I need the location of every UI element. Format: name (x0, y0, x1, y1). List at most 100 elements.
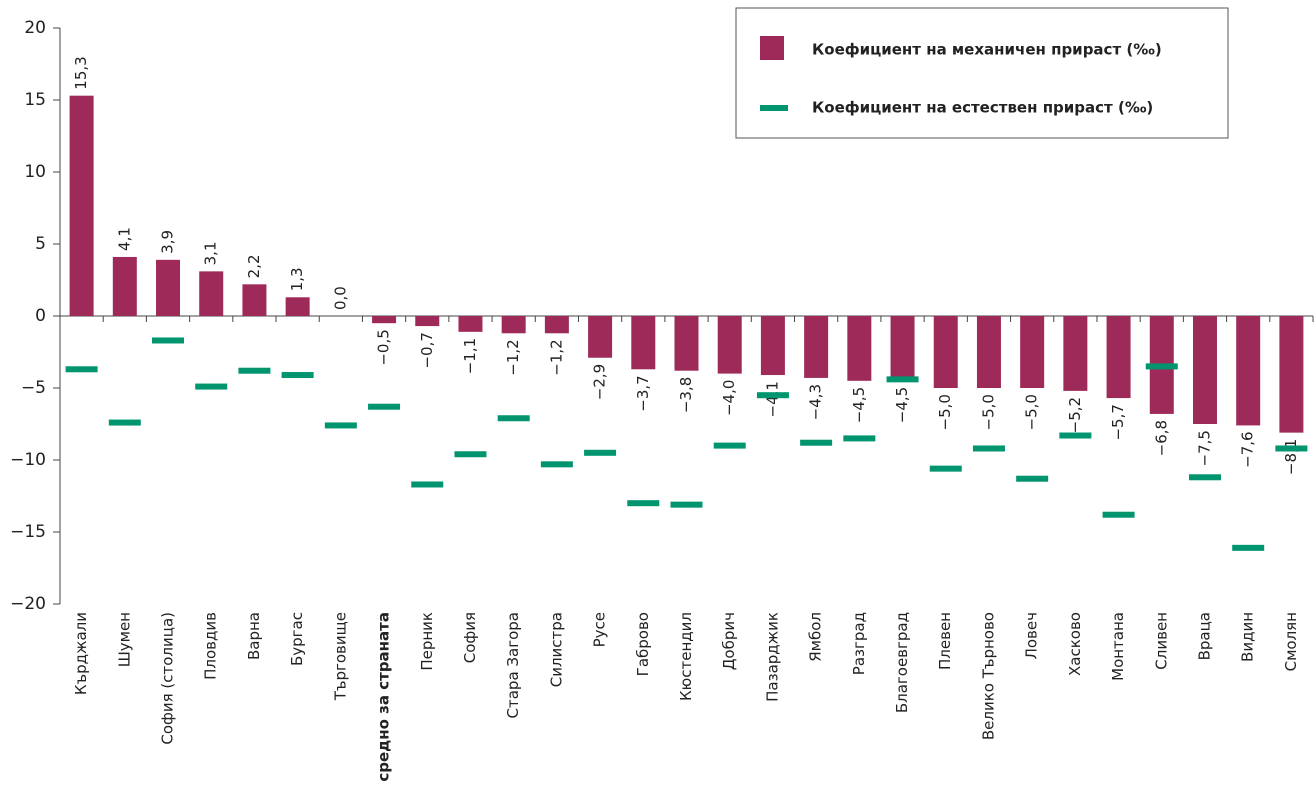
bar (242, 284, 267, 316)
y-tick-label: 15 (24, 90, 46, 110)
bar (1020, 316, 1045, 388)
dash-marker (195, 383, 228, 390)
bar (156, 259, 181, 316)
data-label: −1,1 (461, 338, 479, 374)
x-tick-label: Сливен (1152, 612, 1170, 670)
data-label: −4,1 (763, 381, 781, 417)
y-tick-label: 5 (35, 234, 46, 254)
x-tick-label: Пловдив (202, 612, 220, 680)
bar (1279, 316, 1304, 433)
x-tick-label: Разград (850, 612, 868, 675)
data-label: −3,8 (677, 377, 695, 413)
data-label: 0,0 (331, 286, 349, 310)
bar (631, 316, 656, 370)
x-tick-label: София (461, 612, 479, 663)
bar (285, 297, 310, 316)
data-label: −2,9 (591, 364, 609, 400)
legend-swatch (760, 36, 784, 60)
data-label: 3,9 (159, 230, 177, 254)
data-label: −1,2 (504, 339, 522, 375)
dash-marker (1188, 474, 1221, 481)
x-tick-label: Кърджали (72, 612, 90, 695)
x-tick-label: Шумен (115, 612, 133, 667)
dash-marker (411, 481, 444, 488)
bar (890, 316, 915, 381)
x-tick-label: Търговище (331, 612, 349, 701)
dash-marker (1232, 544, 1265, 551)
data-label: −7,5 (1195, 430, 1213, 466)
dash-marker (800, 439, 833, 446)
dash-marker (1145, 363, 1178, 370)
data-label: −0,5 (375, 329, 393, 365)
dash-marker (972, 445, 1005, 452)
data-label: −8,1 (1282, 439, 1300, 475)
x-tick-label: Стара Загора (504, 612, 522, 718)
dash-marker (368, 403, 401, 410)
bar (674, 316, 699, 371)
data-label: −4,5 (850, 387, 868, 423)
bar (372, 316, 397, 324)
y-tick-label: 0 (35, 306, 46, 326)
data-label: −5,0 (979, 394, 997, 430)
bar (1106, 316, 1131, 399)
x-tick-label: Ловеч (1023, 612, 1041, 659)
dash-marker (1275, 445, 1308, 452)
bar (1192, 316, 1217, 424)
data-label: −5,0 (936, 394, 954, 430)
bar (501, 316, 526, 334)
legend-box (735, 7, 1229, 139)
x-tick-label: Бургас (288, 612, 306, 666)
y-tick-label: 20 (24, 18, 46, 38)
bar (199, 271, 224, 316)
dash-marker (281, 372, 314, 379)
bar (1063, 316, 1088, 391)
dash-marker (886, 376, 919, 383)
bar (1236, 316, 1261, 426)
dash-marker (1016, 475, 1049, 482)
bar (544, 316, 569, 334)
dash-marker (108, 419, 141, 426)
x-tick-label: Кюстендил (677, 612, 695, 701)
x-tick-label: Велико Търново (979, 612, 997, 740)
x-tick-label: София (столица) (159, 612, 177, 745)
legend-swatch (760, 105, 788, 111)
dash-marker (627, 500, 660, 507)
legend-label: Коефициент на естествен прираст (‰) (812, 99, 1153, 117)
dash-marker (497, 415, 530, 422)
bar (458, 316, 483, 332)
x-tick-label: Перник (418, 612, 436, 671)
x-tick-label: средно за страната (375, 612, 393, 782)
bar (588, 316, 613, 358)
data-label: −5,2 (1066, 397, 1084, 433)
bar (760, 316, 785, 376)
dash-marker (540, 461, 573, 468)
data-label: −0,7 (418, 332, 436, 368)
x-tick-label: Враца (1195, 612, 1213, 660)
data-label: −5,7 (1109, 404, 1127, 440)
data-label: −1,2 (547, 339, 565, 375)
x-tick-label: Добрич (720, 612, 738, 670)
dash-marker (1059, 432, 1092, 439)
data-label: −5,0 (1023, 394, 1041, 430)
x-tick-label: Плевен (936, 612, 954, 670)
dash-marker (324, 422, 357, 429)
bar (415, 316, 440, 327)
data-label: −6,8 (1152, 420, 1170, 456)
data-label: −3,7 (634, 375, 652, 411)
y-tick-label: −5 (21, 378, 46, 398)
x-tick-label: Силистра (547, 612, 565, 687)
dash-marker (238, 367, 271, 374)
bar (847, 316, 872, 381)
data-label: −4,3 (807, 384, 825, 420)
dash-marker (584, 449, 617, 456)
data-label: −4,5 (893, 387, 911, 423)
x-tick-label: Смолян (1282, 612, 1300, 671)
bar (933, 316, 958, 388)
dash-marker (152, 337, 185, 344)
x-tick-label: Пазарджик (763, 612, 781, 702)
bar (69, 95, 94, 317)
x-tick-label: Варна (245, 612, 263, 660)
dash-marker (454, 451, 487, 458)
y-tick-label: −20 (10, 594, 46, 614)
x-tick-label: Русе (591, 612, 609, 647)
